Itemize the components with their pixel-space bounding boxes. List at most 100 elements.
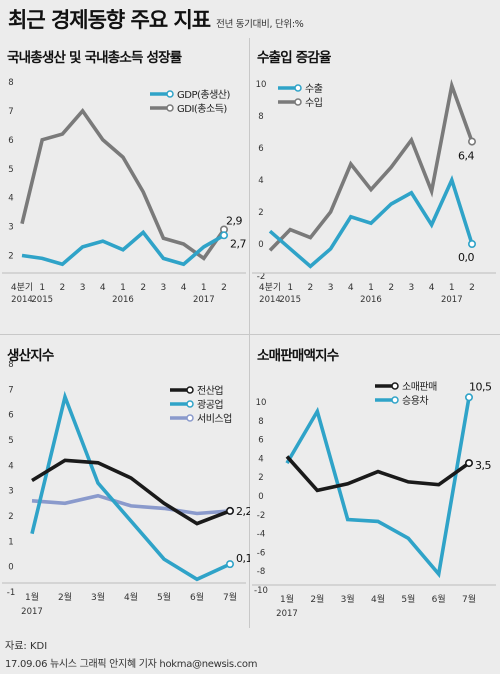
credit-note: 17.09.06 뉴시스 그래픽 안지혜 기자 hokma@newsis.com xyxy=(5,659,258,670)
trade-xtick-label: 3 xyxy=(328,283,334,293)
gdp-xtick-label: 1 xyxy=(201,283,207,293)
gdp-ytick-label: 5 xyxy=(8,165,13,175)
trade-xtick-label: 1 xyxy=(368,283,374,293)
retail-legend-label: 소매판매 xyxy=(402,381,437,393)
production-end-label: 0,1 xyxy=(236,552,250,565)
production-legend-label: 서비스업 xyxy=(197,412,232,425)
trade-end-point-0 xyxy=(468,240,477,249)
production-end-point-0 xyxy=(226,506,235,515)
retail-ytick-label: 0 xyxy=(258,492,263,502)
gdp-xtick-label: 1 xyxy=(120,283,126,293)
page-title: 최근 경제동향 주요 지표 xyxy=(8,8,211,32)
retail-xtick-label: 4월 xyxy=(371,593,385,605)
trade-xtick-label: 3 xyxy=(409,283,415,293)
gdp-chart-panel: 국내총생산 및 국내총소득 성장률 2 3 4 5 6 7 8 4분기 2014 1 2015 2 3 4… xyxy=(0,38,250,334)
trade-legend-label: 수입 xyxy=(305,96,322,109)
trade-series-line-1 xyxy=(268,78,474,252)
trade-series-line-0 xyxy=(268,174,474,269)
retail-xtick-year: 2017 xyxy=(276,609,298,619)
trade-xtick-label: 2 xyxy=(308,283,314,293)
production-ytick-label: 6 xyxy=(8,411,13,421)
production-ytick-label: 7 xyxy=(8,385,13,395)
gdp-ytick-label: 3 xyxy=(8,223,13,233)
gdp-ytick-label: 6 xyxy=(8,136,13,146)
production-series-line-1 xyxy=(30,390,231,582)
trade-xtick-year: 2016 xyxy=(360,295,382,305)
gdp-end-label: 2,9 xyxy=(226,215,242,228)
retail-series-line-0 xyxy=(285,455,471,493)
gdp-legend-label: GDP(총생산) xyxy=(177,89,230,101)
production-series-line-2 xyxy=(31,493,231,516)
gdp-chart-title: 국내총생산 및 국내총소득 성장률 xyxy=(7,50,182,66)
retail-chart-title: 소매판매액지수 xyxy=(257,348,339,364)
production-legend-marker xyxy=(186,400,194,408)
trade-ytick-label: 8 xyxy=(258,112,263,122)
gdp-xtick-label: 2 xyxy=(60,283,66,293)
production-chart-panel: 생산지수 -1 0 1 2 3 4 5 6 7 8 1월 2017 2월 3월 4월 5월 6월 7월 2,2 0,1… xyxy=(0,336,250,632)
trade-ytick-label: 6 xyxy=(258,144,263,154)
retail-xtick-label: 7월 xyxy=(462,593,476,605)
gdp-xtick-label: 3 xyxy=(80,283,86,293)
trade-xtick-label: 4 xyxy=(348,283,354,293)
trade-ytick-label: -2 xyxy=(257,272,265,282)
production-ytick-label: 2 xyxy=(8,512,13,522)
production-ytick-label: 5 xyxy=(8,436,13,446)
trade-xtick-label: 4분기 xyxy=(259,282,281,293)
gdp-xtick-year: 2016 xyxy=(112,295,134,305)
gdp-ytick-label: 2 xyxy=(8,252,13,262)
production-ytick-label: -1 xyxy=(7,588,15,598)
trade-xtick-label: 1 xyxy=(287,283,293,293)
trade-chart-title: 수출입 증감율 xyxy=(257,50,331,66)
production-xtick-label: 3월 xyxy=(91,591,105,603)
gdp-series-line-0 xyxy=(21,229,225,267)
retail-chart: -10 -8 -6 -4 -2 0 2 4 6 8 10 1월 2017 2월 3월 4월 5월 6월 7월 3,5 1… xyxy=(252,380,496,619)
retail-xtick-label: 2월 xyxy=(310,593,324,605)
production-legend-label: 전산업 xyxy=(197,384,223,397)
gdp-legend-marker xyxy=(166,104,174,112)
trade-xtick-label: 1 xyxy=(449,283,455,293)
production-series-line-0 xyxy=(31,458,231,526)
retail-ytick-label: -10 xyxy=(254,586,268,596)
gdp-xtick-label: 1 xyxy=(39,283,45,293)
retail-ytick-label: -2 xyxy=(257,511,265,521)
gdp-xtick-year: 2014 xyxy=(11,295,33,305)
retail-xtick-label: 3월 xyxy=(341,593,355,605)
gdp-xtick-year: 2015 xyxy=(31,295,53,305)
trade-ytick-label: 2 xyxy=(258,208,263,218)
production-chart: -1 0 1 2 3 4 5 6 7 8 1월 2017 2월 3월 4월 5월 6월 7월 2,2 0,1 전산업광공… xyxy=(2,360,250,617)
retail-ytick-label: 2 xyxy=(258,473,263,483)
production-end-label: 2,2 xyxy=(236,505,250,518)
gdp-end-point-0 xyxy=(220,231,229,240)
page-subtitle: 전년 동기대비, 단위:% xyxy=(216,19,304,30)
trade-xtick-label: 2 xyxy=(388,283,394,293)
retail-legend-marker xyxy=(391,382,399,390)
retail-end-point-0 xyxy=(465,459,474,468)
retail-xtick-label: 6월 xyxy=(432,593,446,605)
production-xtick-label: 1월 xyxy=(25,591,39,603)
gdp-xtick-label: 4 xyxy=(100,283,106,293)
gdp-ytick-label: 4 xyxy=(8,194,13,204)
retail-xtick-label: 5월 xyxy=(401,593,415,605)
trade-legend-marker xyxy=(294,98,302,106)
gdp-xtick-year: 2017 xyxy=(193,295,215,305)
production-xtick-label: 2월 xyxy=(58,591,72,603)
trade-legend-label: 수출 xyxy=(305,83,323,95)
retail-ytick-label: 8 xyxy=(258,417,263,427)
gdp-ytick-label: 8 xyxy=(8,78,13,88)
gdp-series-line-1 xyxy=(20,107,226,261)
trade-end-point-1 xyxy=(468,137,477,146)
gdp-xtick-label: 4 xyxy=(181,283,187,293)
retail-ytick-label: 4 xyxy=(258,454,263,464)
production-xtick-label: 7월 xyxy=(223,591,237,603)
gdp-legend-label: GDI(총소득) xyxy=(177,103,227,115)
trade-ytick-label: 10 xyxy=(256,80,267,90)
production-end-point-1 xyxy=(226,560,235,569)
retail-legend-marker xyxy=(391,396,399,404)
trade-xtick-label: 4 xyxy=(429,283,435,293)
gdp-chart: 2 3 4 5 6 7 8 4분기 2014 1 2015 2 3 4 1 2016 2 3 4 1 2017 2 2,7 2… xyxy=(2,78,247,305)
trade-end-label: 6,4 xyxy=(458,150,474,163)
production-xtick-label: 5월 xyxy=(157,591,171,603)
production-legend-marker xyxy=(186,414,194,422)
production-ytick-label: 8 xyxy=(8,360,13,370)
retail-ytick-label: -4 xyxy=(257,530,265,540)
